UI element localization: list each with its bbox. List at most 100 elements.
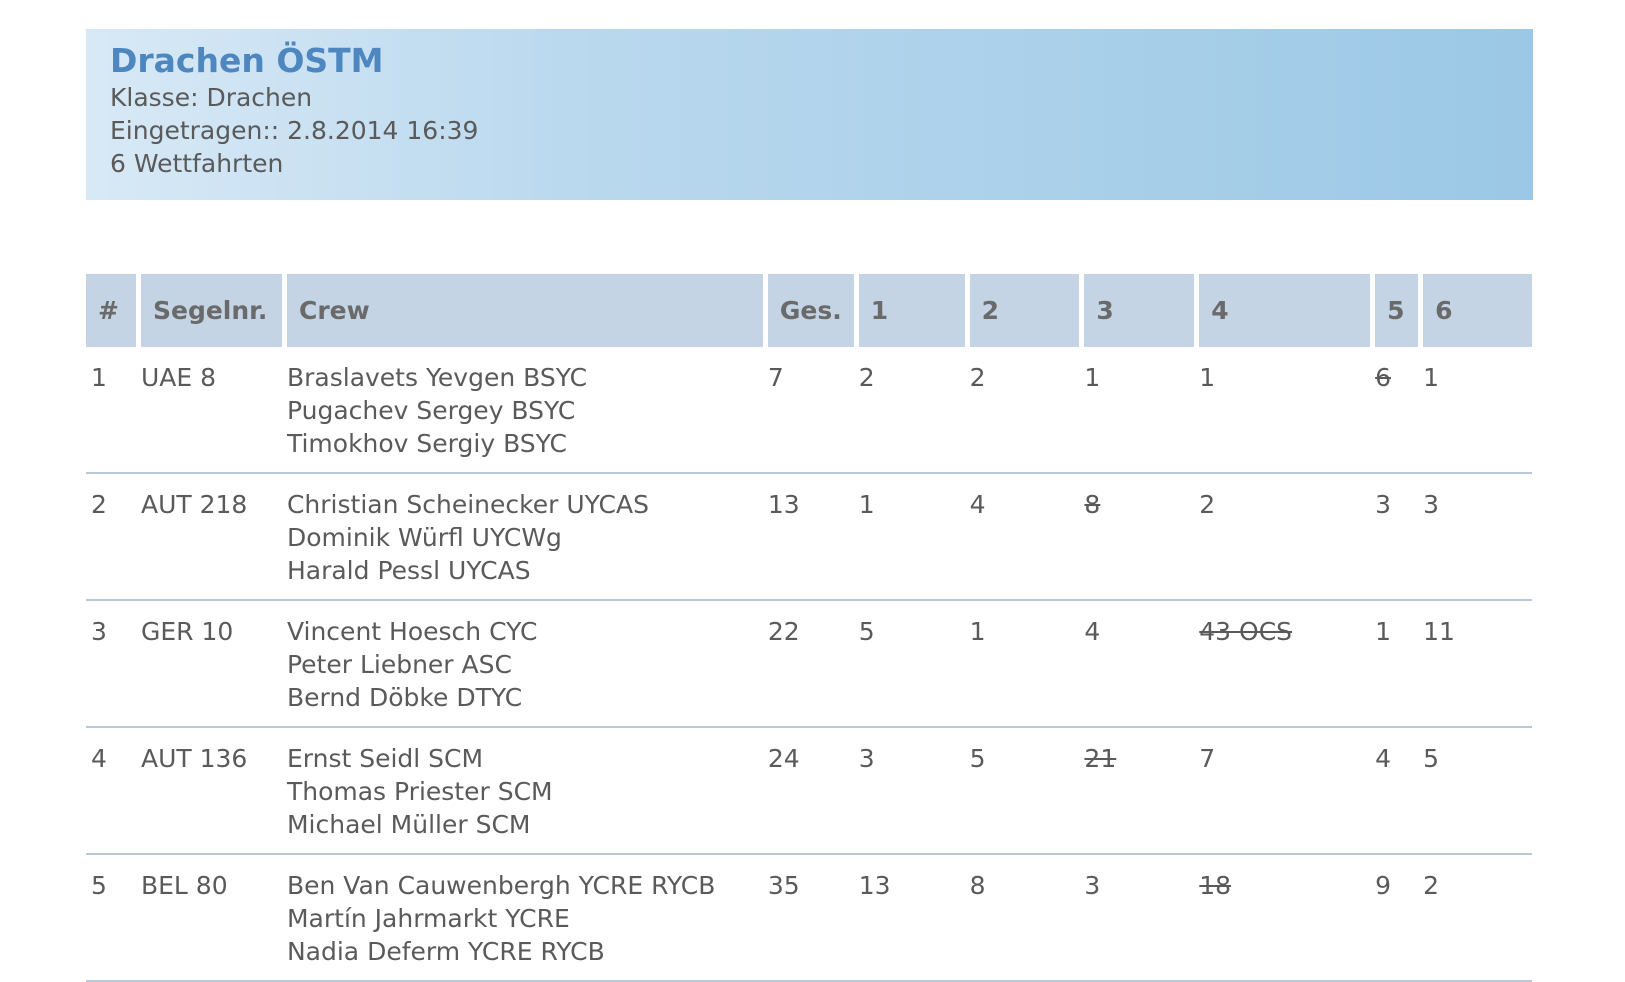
- column-header-race-5[interactable]: 5: [1370, 274, 1419, 347]
- race-5-cell: 9: [1370, 855, 1419, 982]
- entered-line: Eingetragen:: 2.8.2014 16:39: [110, 116, 479, 145]
- race-1-cell: 5: [853, 601, 965, 728]
- race-3-cell: 21: [1079, 728, 1195, 855]
- column-header-race-4[interactable]: 4: [1194, 274, 1371, 347]
- race-score: 1: [1199, 363, 1216, 392]
- column-header-race-2[interactable]: 2: [964, 274, 1080, 347]
- race-score: 2: [969, 363, 986, 392]
- crew-cell: Ernst Seidl SCM Thomas Priester SCM Michae…: [281, 728, 763, 855]
- column-header-total[interactable]: Ges.: [762, 274, 854, 347]
- crew-member: Peter Liebner ASC: [286, 650, 512, 679]
- rank-cell: 4: [86, 728, 136, 855]
- table-row: 3 GER 10 Vincent Hoesch CYC Peter Liebner A…: [86, 601, 1532, 728]
- table-row: 5 BEL 80 Ben Van Cauwenbergh YCRE RYCB Mart…: [86, 855, 1532, 982]
- race-3-cell: 3: [1079, 855, 1195, 982]
- column-header-race-3[interactable]: 3: [1079, 274, 1195, 347]
- race-score: 1: [858, 490, 875, 519]
- race-1-cell: 13: [853, 855, 965, 982]
- rank-cell: 3: [86, 601, 136, 728]
- race-6-cell: 1: [1418, 347, 1532, 474]
- race-1-cell: 1: [853, 474, 965, 601]
- race-3-cell: 1: [1079, 347, 1195, 474]
- discarded-race-score: 8: [1084, 490, 1101, 519]
- crew-cell: Braslavets Yevgen BSYC Pugachev Sergey BS…: [281, 347, 763, 474]
- race-score: 3: [1423, 490, 1439, 519]
- race-1-cell: 2: [853, 347, 965, 474]
- race-5-cell: 6: [1370, 347, 1419, 474]
- crew-member: Harald Pessl UYCAS: [286, 556, 531, 585]
- total-points-cell: 35: [762, 855, 854, 982]
- sail-number-cell: BEL 80: [135, 855, 282, 982]
- race-2-cell: 8: [964, 855, 1080, 982]
- race-5-cell: 3: [1370, 474, 1419, 601]
- race-4-cell: 18: [1194, 855, 1371, 982]
- crew-member: Braslavets Yevgen BSYC: [286, 363, 588, 392]
- race-score: 4: [1375, 744, 1392, 773]
- race-score: 5: [1423, 744, 1439, 773]
- race-4-cell: 2: [1194, 474, 1371, 601]
- crew-member: Martín Jahrmarkt YCRE: [286, 904, 570, 933]
- crew-member: Christian Scheinecker UYCAS: [286, 490, 649, 519]
- table-row: 4 AUT 136 Ernst Seidl SCM Thomas Priester S…: [86, 728, 1532, 855]
- column-header-crew[interactable]: Crew: [281, 274, 763, 347]
- crew-member: Timokhov Sergiy BSYC: [286, 429, 568, 458]
- race-2-cell: 1: [964, 601, 1080, 728]
- column-header-race-1[interactable]: 1: [853, 274, 965, 347]
- race-6-cell: 3: [1418, 474, 1532, 601]
- race-score: 7: [1199, 744, 1216, 773]
- crew-cell: Vincent Hoesch CYC Peter Liebner ASC Bernd…: [281, 601, 763, 728]
- crew-member: Dominik Würfl UYCWg: [286, 523, 562, 552]
- total-points-cell: 7: [762, 347, 854, 474]
- race-2-cell: 5: [964, 728, 1080, 855]
- race-5-cell: 1: [1370, 601, 1419, 728]
- crew-cell: Christian Scheinecker UYCAS Dominik Würfl…: [281, 474, 763, 601]
- race-6-cell: 2: [1418, 855, 1532, 982]
- discarded-race-score: 6: [1375, 363, 1392, 392]
- crew-member: Thomas Priester SCM: [286, 777, 553, 806]
- race-score: 2: [858, 363, 875, 392]
- race-score: 1: [1423, 363, 1439, 392]
- total-points-cell: 22: [762, 601, 854, 728]
- race-score: 3: [1375, 490, 1392, 519]
- race-score: 1: [1375, 617, 1392, 646]
- column-header-sail-number[interactable]: Segelnr.: [135, 274, 282, 347]
- race-score: 3: [858, 744, 875, 773]
- crew-member: Vincent Hoesch CYC: [286, 617, 538, 646]
- race-score: 5: [858, 617, 875, 646]
- race-2-cell: 4: [964, 474, 1080, 601]
- race-score: 13: [858, 871, 891, 900]
- race-score: 11: [1423, 617, 1455, 646]
- races-line: 6 Wettfahrten: [110, 149, 284, 178]
- race-2-cell: 2: [964, 347, 1080, 474]
- total-points-cell: 24: [762, 728, 854, 855]
- race-3-cell: 4: [1079, 601, 1195, 728]
- crew-member: Ernst Seidl SCM: [286, 744, 484, 773]
- race-score: 1: [969, 617, 986, 646]
- discarded-race-score: 43 OCS: [1199, 617, 1293, 646]
- sail-number-cell: AUT 218: [135, 474, 282, 601]
- crew-member: Bernd Döbke DTYC: [286, 683, 523, 712]
- crew-member: Pugachev Sergey BSYC: [286, 396, 576, 425]
- race-6-cell: 11: [1418, 601, 1532, 728]
- crew-member: Michael Müller SCM: [286, 810, 531, 839]
- page-title: Drachen ÖSTM: [110, 41, 384, 80]
- discarded-race-score: 21: [1084, 744, 1117, 773]
- race-score: 8: [969, 871, 986, 900]
- race-score: 1: [1084, 363, 1101, 392]
- race-score: 2: [1199, 490, 1216, 519]
- race-4-cell: 1: [1194, 347, 1371, 474]
- crew-member: Ben Van Cauwenbergh YCRE RYCB: [286, 871, 716, 900]
- discarded-race-score: 18: [1199, 871, 1232, 900]
- class-line: Klasse: Drachen: [110, 83, 313, 112]
- table-row: 2 AUT 218 Christian Scheinecker UYCAS Domin…: [86, 474, 1532, 601]
- results-body: 1 UAE 8 Braslavets Yevgen BSYC Pugachev Ser…: [86, 347, 1532, 982]
- race-4-cell: 43 OCS: [1194, 601, 1371, 728]
- rank-cell: 1: [86, 347, 136, 474]
- race-score: 4: [969, 490, 986, 519]
- crew-member: Nadia Deferm YCRE RYCB: [286, 937, 605, 966]
- rank-cell: 2: [86, 474, 136, 601]
- column-header-race-6[interactable]: 6: [1418, 274, 1532, 347]
- column-header-rank[interactable]: #: [86, 274, 136, 347]
- race-3-cell: 8: [1079, 474, 1195, 601]
